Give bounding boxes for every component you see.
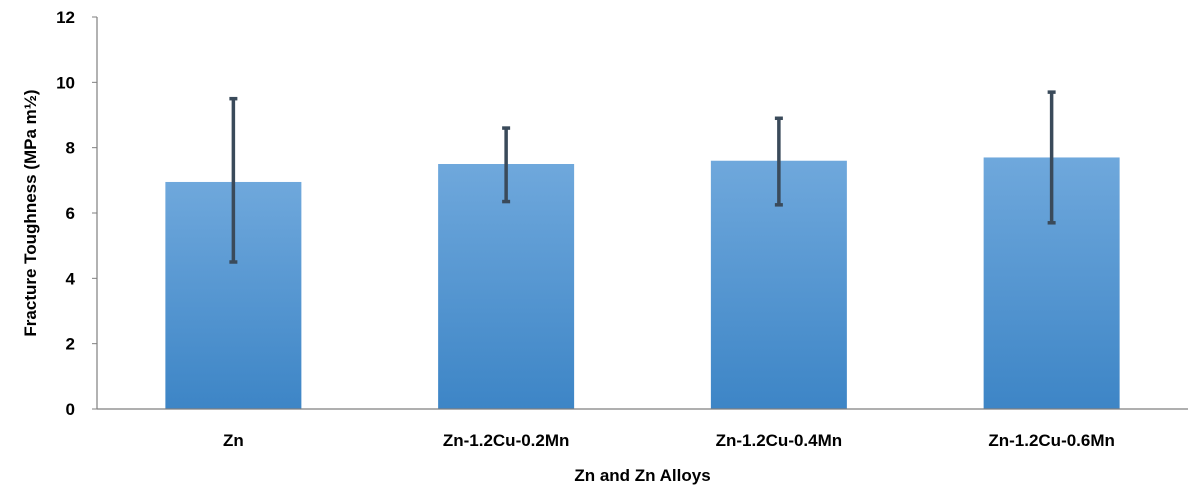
x-axis-ticks: Zn Zn-1.2Cu-0.2Mn Zn-1.2Cu-0.4Mn Zn-1.2Cu-0…: [223, 431, 1115, 450]
x-tick-label: Zn-1.2Cu-0.4Mn: [716, 431, 843, 450]
y-tick-label: 0: [66, 400, 75, 419]
y-axis-title: Fracture Toughness (MPa m½): [21, 89, 40, 336]
y-axis-ticks: 0 2 4 6 8 10 12: [56, 8, 97, 419]
x-tick-label: Zn: [223, 431, 244, 450]
x-tick-label: Zn-1.2Cu-0.6Mn: [988, 431, 1115, 450]
y-tick-label: 4: [66, 269, 76, 288]
y-tick-label: 2: [66, 335, 75, 354]
y-tick-label: 6: [66, 204, 75, 223]
y-tick-label: 8: [66, 139, 75, 158]
bar-zn-1-2cu-0-2mn: [438, 164, 575, 409]
axes: [96, 17, 1188, 410]
y-tick-label: 12: [56, 8, 75, 27]
error-bars: [229, 90, 1056, 264]
x-axis-title: Zn and Zn Alloys: [574, 466, 710, 485]
bars: [165, 157, 1120, 409]
y-tick-label: 10: [56, 73, 75, 92]
x-tick-label: Zn-1.2Cu-0.2Mn: [443, 431, 570, 450]
